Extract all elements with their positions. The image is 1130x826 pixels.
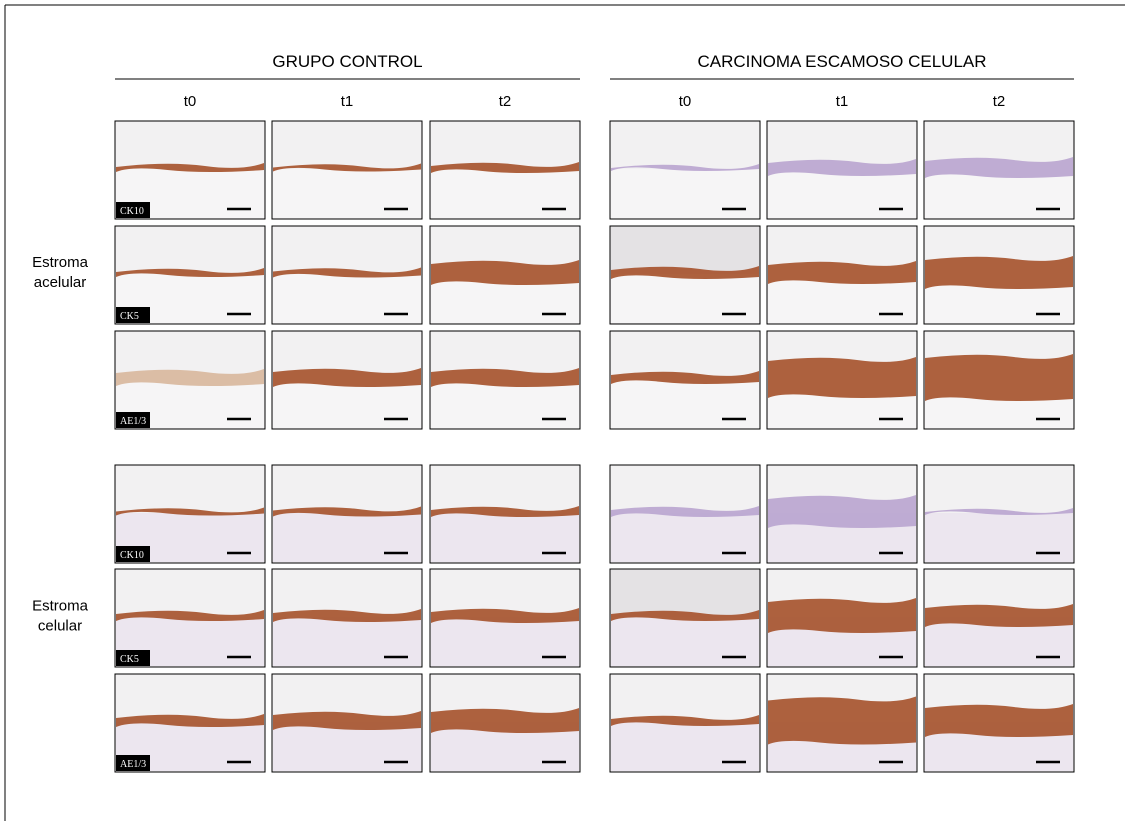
micrograph-panel [430,331,580,429]
epithelium [768,598,916,633]
stroma [925,513,1073,562]
row-label: celular [38,618,82,635]
micrograph-panel [610,226,760,324]
micrograph-panel: CK5 [115,569,265,667]
stroma [273,274,421,323]
group-title: GRUPO CONTROL [272,52,422,71]
micrograph-panel: CK5 [115,226,265,324]
timepoint-label: t0 [184,93,197,110]
epithelium [768,495,916,528]
stain-label: CK5 [120,654,139,665]
epithelium [925,354,1073,401]
epithelium [925,256,1073,289]
timepoint-label: t2 [499,93,512,110]
epithelium [768,357,916,398]
micrograph-panel [430,121,580,219]
row-label: acelular [34,274,87,291]
micrograph-panel: AE1/3 [115,331,265,429]
micrograph-panel [430,226,580,324]
stroma [768,169,916,218]
stroma [611,617,759,666]
micrograph-panel [924,569,1074,667]
micrograph-panel [430,674,580,772]
timepoint-label: t2 [993,93,1006,110]
micrograph-panel [767,674,917,772]
figure: GRUPO CONTROL t0 t1 t2 CARCINOMA ESCAMOSO CE… [0,0,1130,821]
micrograph-panel [924,121,1074,219]
stain-label: AE1/3 [120,416,146,427]
stroma [273,513,421,562]
timepoint-label: t1 [341,93,354,110]
micrograph-panel [272,226,422,324]
micrograph-panel [272,331,422,429]
micrograph-panel [272,674,422,772]
stroma [611,169,759,218]
micrograph-panel [430,465,580,563]
stroma [431,169,579,218]
stroma [611,274,759,323]
micrograph-panel [924,226,1074,324]
timepoint-label: t0 [679,93,692,110]
stroma [273,617,421,666]
micrograph-panel [610,569,760,667]
row-label: Estroma [32,598,89,615]
epithelium [925,704,1073,737]
micrograph-panel [767,465,917,563]
micrograph-panel [924,674,1074,772]
group-title: CARCINOMA ESCAMOSO CELULAR [697,52,986,71]
micrograph-panel [924,465,1074,563]
micrograph-panel [610,331,760,429]
micrograph-panel: CK10 [115,121,265,219]
micrograph-panel [610,674,760,772]
stroma [431,617,579,666]
stroma [273,169,421,218]
micrograph-panel [272,569,422,667]
micrograph-panel [924,331,1074,429]
stain-label: CK10 [120,206,144,217]
timepoint-label: t1 [836,93,849,110]
row-label: Estroma [32,254,89,271]
micrograph-panel [767,226,917,324]
micrograph-panel [610,121,760,219]
micrograph-panel [767,331,917,429]
stain-label: CK5 [120,311,139,322]
micrograph-panel: AE1/3 [115,674,265,772]
stroma [611,513,759,562]
epithelium [768,697,916,745]
stain-label: CK10 [120,550,144,561]
micrograph-panel [767,569,917,667]
micrograph-panel [767,121,917,219]
micrograph-panel [610,465,760,563]
micrograph-panel: CK10 [115,465,265,563]
micrograph-panel [272,121,422,219]
stain-label: AE1/3 [120,759,146,770]
micrograph-panel [430,569,580,667]
stroma [431,513,579,562]
stroma [611,379,759,428]
stroma [611,722,759,771]
micrograph-panel [272,465,422,563]
